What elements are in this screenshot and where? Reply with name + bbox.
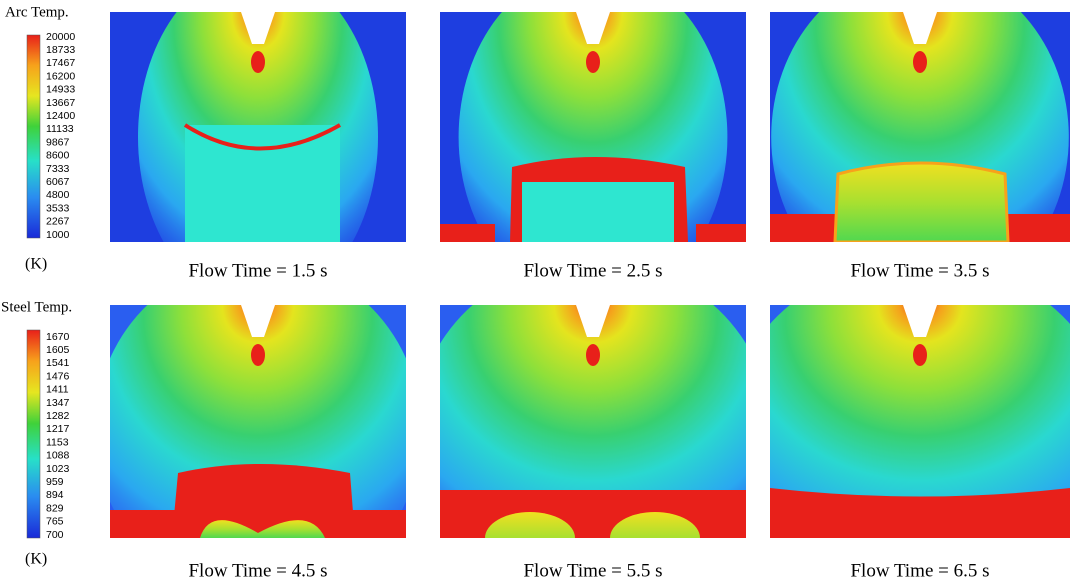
simulation-panel — [770, 305, 1070, 538]
hump — [200, 520, 325, 538]
panel-content — [110, 305, 406, 538]
colorbar-tick-label: 8600 — [46, 150, 70, 162]
panel-caption: Flow Time = 4.5 s — [188, 560, 327, 579]
molten-layer — [770, 488, 1070, 538]
colorbar-tick-label: 1000 — [46, 229, 70, 241]
electrode — [903, 12, 937, 44]
colorbar-tick-label: 11133 — [46, 123, 74, 135]
arc-core — [913, 51, 927, 73]
arc-core — [586, 51, 600, 73]
plasma-plume — [440, 305, 746, 538]
electrode — [903, 305, 937, 337]
panel-caption: Flow Time = 1.5 s — [188, 260, 327, 281]
hump — [833, 161, 1010, 242]
panel-caption: Flow Time = 5.5 s — [523, 560, 662, 579]
arc-core — [913, 344, 927, 366]
colorbar-tick-label: 1541 — [46, 357, 70, 369]
simulation-panel — [440, 12, 746, 242]
panel-caption: Flow Time = 2.5 s — [523, 260, 662, 281]
colorbar-tick-label: 894 — [46, 489, 64, 501]
colorbar-tick-label: 16200 — [46, 70, 75, 82]
colorbar-tick-label: 1411 — [46, 384, 69, 396]
arc-core — [251, 344, 265, 366]
colorbar-tick-label: 12400 — [46, 110, 75, 122]
colorbar-tick-label: 1023 — [46, 463, 70, 475]
colorbar — [26, 329, 41, 539]
workpiece — [522, 182, 674, 242]
colorbar-tick-label: 18733 — [46, 44, 75, 56]
colorbar-unit: (K) — [25, 551, 47, 568]
spatter — [696, 224, 746, 242]
electrode — [576, 305, 610, 337]
colorbar-tick-label: 20000 — [46, 31, 75, 43]
colorbar-tick-label: 17467 — [46, 57, 75, 69]
panel-content — [770, 305, 1070, 538]
colorbar-tick-label: 9867 — [46, 136, 70, 148]
colorbar-tick-label: 1670 — [46, 331, 70, 343]
panel-content — [110, 12, 406, 242]
colorbar-unit: (K) — [25, 256, 47, 273]
colorbar-tick-label: 4800 — [46, 189, 70, 201]
colorbar-tick-label: 1347 — [46, 397, 70, 409]
spatter — [440, 224, 495, 242]
molten-layer — [440, 490, 746, 538]
colorbar-tick-label: 765 — [46, 516, 64, 528]
colorbar-tick-label: 700 — [46, 529, 64, 541]
plasma-plume — [770, 305, 1070, 538]
colorbar-tick-label: 1282 — [46, 410, 70, 422]
simulation-panel — [110, 305, 406, 538]
colorbar-tick-label: 1153 — [46, 436, 69, 448]
colorbar-tick-label: 1088 — [46, 450, 70, 462]
panel-content — [440, 12, 746, 242]
simulation-panel — [110, 12, 406, 242]
arc-core — [251, 51, 265, 73]
hump — [485, 512, 575, 538]
colorbar-tick-label: 829 — [46, 502, 64, 514]
electrode — [241, 305, 275, 337]
panel-caption: Flow Time = 3.5 s — [850, 260, 989, 281]
panel-caption: Flow Time = 6.5 s — [850, 560, 989, 579]
panel-content — [770, 12, 1070, 242]
colorbar-tick-label: 13667 — [46, 97, 75, 109]
electrode — [241, 12, 275, 44]
melt-surface — [183, 123, 341, 151]
colorbar-tick-label: 7333 — [46, 163, 70, 175]
steel-colorbar: Steel Temp. (K) — [1, 299, 72, 567]
colorbar-tick-label: 1476 — [46, 370, 70, 382]
colorbar-title: Arc Temp. — [5, 4, 69, 20]
colorbar-tick-label: 3533 — [46, 202, 70, 214]
colorbar-tick-label: 2267 — [46, 216, 70, 228]
arc-colorbar: Arc Temp. (K) — [5, 4, 69, 272]
simulation-panel — [770, 12, 1070, 242]
electrode — [576, 12, 610, 44]
arc-core — [586, 344, 600, 366]
colorbar-title: Steel Temp. — [1, 299, 72, 315]
colorbar-tick-label: 1217 — [46, 423, 70, 435]
molten-pool — [172, 464, 355, 538]
panel-content — [440, 305, 746, 538]
colorbar-tick-label: 6067 — [46, 176, 70, 188]
colorbar — [26, 34, 41, 239]
colorbar-tick-label: 14933 — [46, 84, 75, 96]
workpiece — [185, 125, 340, 242]
hump — [610, 512, 700, 538]
colorbar-tick-label: 959 — [46, 476, 64, 488]
simulation-panel — [440, 305, 746, 538]
colorbar-tick-label: 1605 — [46, 344, 70, 356]
